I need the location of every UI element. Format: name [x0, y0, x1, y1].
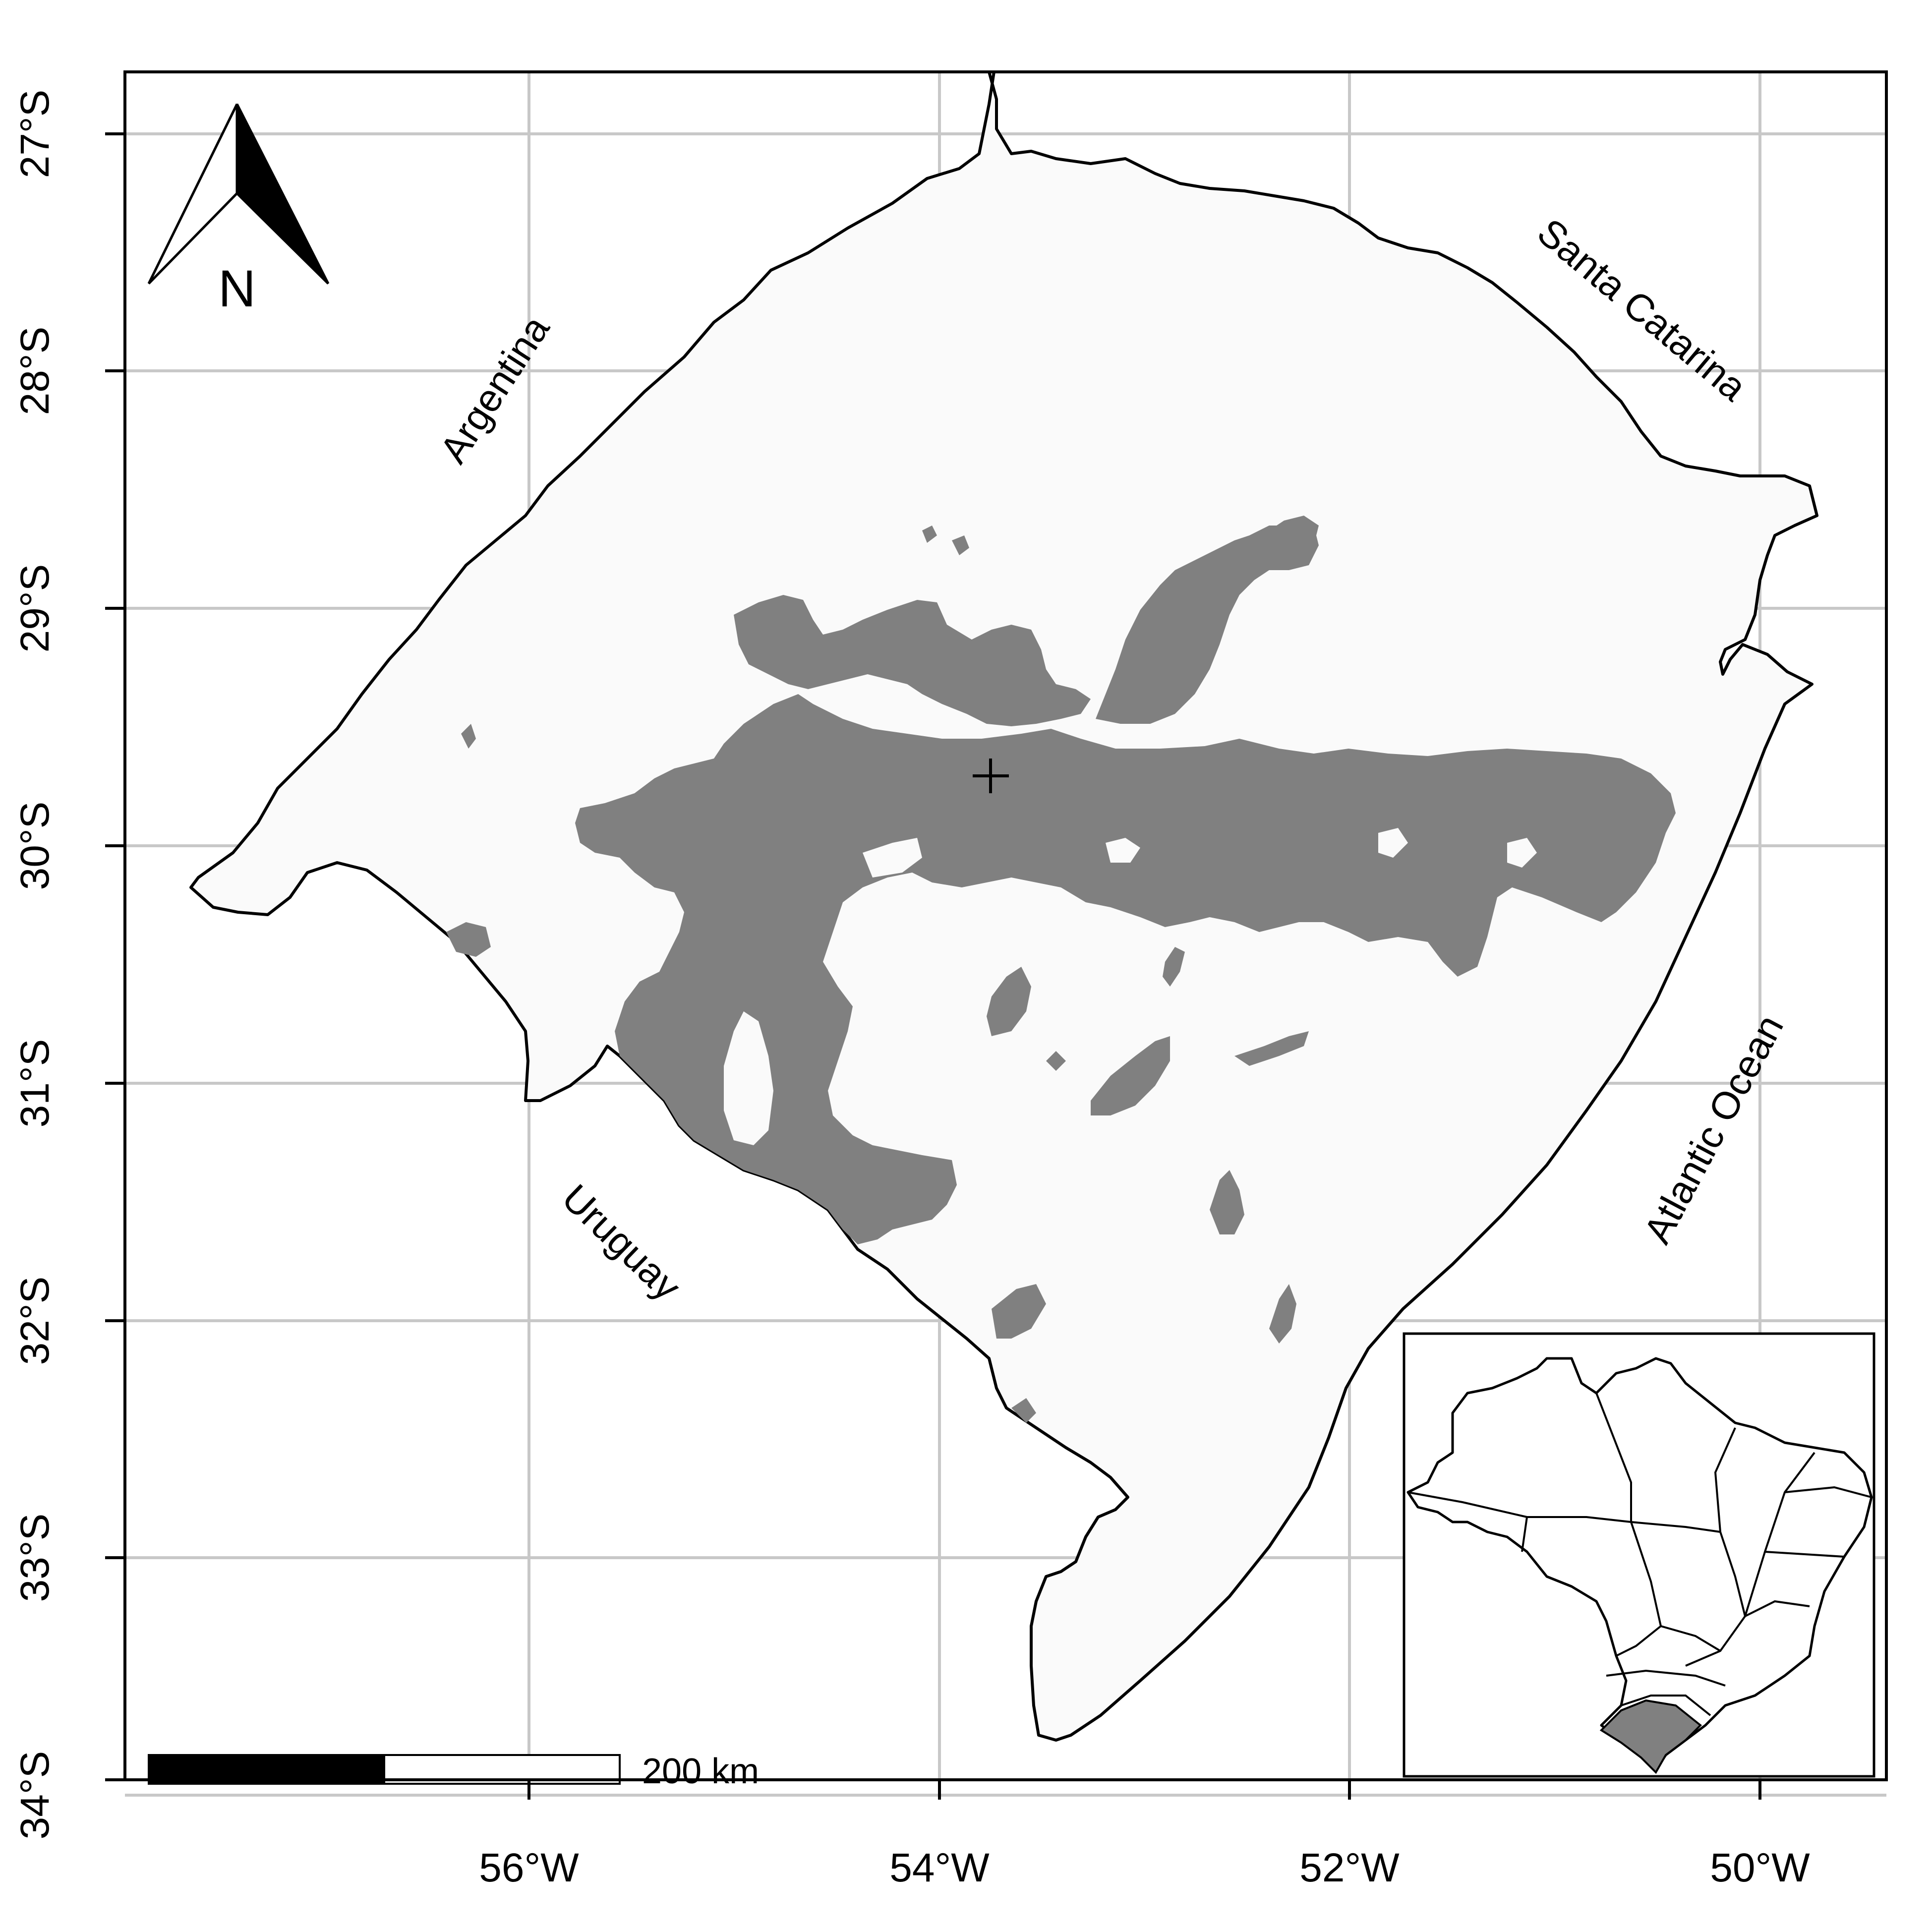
gap-5 — [863, 838, 922, 878]
lat-label-31s: 31°S — [12, 1039, 58, 1128]
interior-gaps — [724, 828, 1537, 1145]
lat-label-33s: 33°S — [12, 1514, 58, 1602]
highlight-patch-2 — [1091, 1036, 1170, 1115]
lat-label-27s: 27°S — [12, 90, 58, 178]
center-cross-marker — [973, 759, 1009, 793]
gap-4 — [1507, 838, 1537, 868]
highlight-patch-8 — [1046, 1051, 1066, 1071]
highlight-patch-3 — [1163, 947, 1185, 987]
brazil-inset — [1403, 1332, 1875, 1778]
highlight-northeast-arm — [1096, 521, 1319, 724]
gap-2 — [1106, 838, 1140, 863]
highlight-patch-9 — [1234, 1031, 1309, 1066]
highlight-patch-12 — [922, 526, 937, 543]
brazil-state-borders — [1407, 1393, 1872, 1716]
scale-bar: 200 km — [148, 1752, 759, 1791]
map-panel-frame — [123, 70, 1888, 1781]
brazil-outline — [1406, 1357, 1873, 1771]
highlight-patch-1 — [987, 967, 1031, 1036]
scale-bar-label: 200 km — [642, 1752, 759, 1791]
highlight-north-arm — [734, 595, 1091, 726]
lat-label-29s: 29°S — [12, 564, 58, 653]
lat-label-34s: 34°S — [12, 1751, 58, 1840]
latitude-labels: 27°S 28°S 29°S 30°S 31°S 32°S 33°S 34°S — [12, 90, 58, 1840]
lon-label-50w: 50°W — [1710, 1845, 1810, 1890]
axis-ticks — [105, 132, 1761, 1800]
longitude-labels: 56°W 54°W 52°W 50°W — [479, 1845, 1810, 1890]
gap-3 — [1378, 828, 1408, 858]
lat-label-30s: 30°S — [12, 802, 58, 890]
lat-label-28s: 28°S — [12, 327, 58, 415]
north-arrow-label: N — [218, 260, 256, 318]
highlight-patch-6 — [992, 1284, 1046, 1339]
lon-label-52w: 52°W — [1299, 1845, 1400, 1890]
north-arrow-right-half — [235, 103, 330, 285]
lon-label-54w: 54°W — [889, 1845, 990, 1890]
lat-label-32s: 32°S — [12, 1277, 58, 1365]
inset-highlighted-state — [1599, 1699, 1702, 1774]
highlight-northeast-patch — [1269, 516, 1319, 550]
highlight-patch-10 — [446, 922, 491, 957]
highlight-patch-5 — [1269, 1284, 1296, 1344]
highlight-patch-11 — [461, 724, 476, 749]
highlight-patch-13 — [952, 535, 969, 555]
lon-label-56w: 56°W — [479, 1845, 579, 1890]
gap-1 — [724, 1011, 773, 1145]
north-arrow: N — [147, 103, 330, 318]
state-outline — [189, 70, 1818, 1742]
highlight-patch-4 — [1210, 1170, 1244, 1234]
highlight-patch-7 — [1011, 1398, 1036, 1423]
